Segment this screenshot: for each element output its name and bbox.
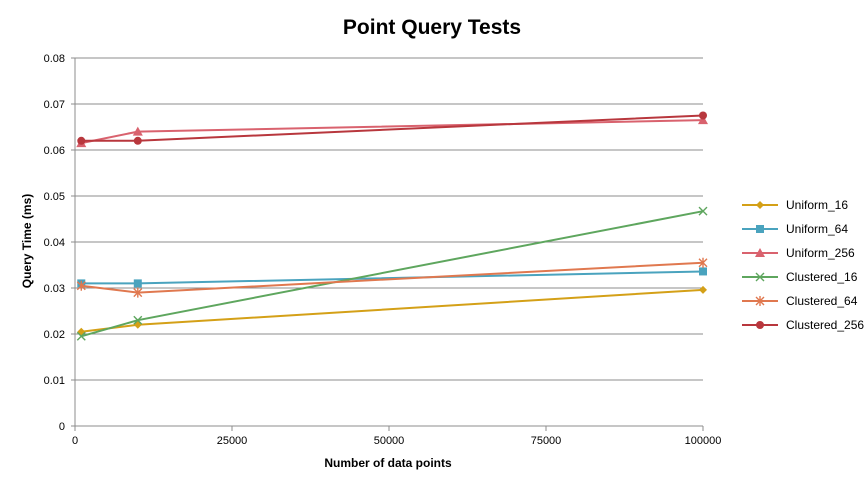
series-group — [76, 111, 708, 341]
legend-item: Uniform_16 — [742, 198, 848, 212]
y-tick-label: 0 — [59, 421, 65, 433]
legend-item: Clustered_256 — [742, 318, 864, 332]
legend-label: Clustered_64 — [786, 294, 858, 308]
legend-item: Uniform_256 — [742, 246, 855, 260]
legend-item: Clustered_16 — [742, 270, 858, 284]
y-tick-label: 0.02 — [44, 329, 65, 341]
legend-label: Uniform_16 — [786, 198, 848, 212]
data-point — [133, 287, 143, 298]
data-point — [76, 331, 86, 341]
data-point — [132, 126, 143, 136]
legend-marker — [755, 272, 765, 282]
data-point — [133, 279, 142, 288]
data-point — [698, 206, 708, 216]
data-point — [699, 111, 707, 120]
chart-title: Point Query Tests — [343, 16, 521, 39]
x-axis-label: Number of data points — [324, 456, 452, 470]
y-tick-label: 0.07 — [44, 99, 65, 111]
legend-label: Uniform_256 — [786, 246, 855, 260]
axes: 0 0.01 0.02 0.03 0.04 0.05 0.06 0.07 0.08 0 25000 5… — [44, 53, 722, 447]
series-line — [81, 270, 704, 285]
gridlines — [75, 57, 703, 381]
y-axis-label: Query Time (ms) — [20, 194, 34, 288]
legend-marker — [755, 296, 765, 306]
series-clustered-16 — [76, 206, 708, 341]
y-tick-label: 0.08 — [44, 53, 65, 65]
legend-marker — [756, 321, 764, 329]
data-point — [698, 115, 708, 125]
series-uniform-16 — [77, 285, 707, 336]
x-tick-label: 25000 — [217, 435, 248, 447]
y-tick-label: 0.06 — [44, 145, 65, 157]
y-tick-label: 0.05 — [44, 191, 65, 203]
legend-marker — [756, 225, 764, 233]
legend-label: Clustered_16 — [786, 270, 858, 284]
series-line — [81, 288, 704, 333]
legend-item: Uniform_64 — [742, 222, 848, 236]
data-point — [133, 136, 142, 145]
data-point — [133, 315, 143, 325]
x-tick-label: 75000 — [531, 435, 562, 447]
series-line — [81, 114, 704, 142]
x-tick-label: 0 — [72, 435, 78, 447]
data-point — [698, 257, 708, 268]
y-tick-label: 0.03 — [44, 283, 65, 295]
legend: Uniform_16 Uniform_64 Uniform_256 Clustered… — [742, 198, 864, 332]
series-clustered-64 — [76, 257, 708, 298]
series-clustered-256 — [77, 111, 707, 145]
legend-label: Clustered_256 — [786, 318, 864, 332]
x-tick-label: 50000 — [374, 435, 405, 447]
data-point — [699, 285, 707, 294]
x-tick-label: 100000 — [685, 435, 722, 447]
data-point — [699, 267, 707, 276]
legend-marker — [755, 248, 765, 257]
legend-item: Clustered_64 — [742, 294, 858, 308]
y-tick-label: 0.04 — [44, 237, 65, 249]
legend-label: Uniform_64 — [786, 222, 848, 236]
data-point — [76, 280, 86, 291]
legend-marker — [756, 201, 764, 209]
data-point — [77, 136, 86, 145]
y-tick-label: 0.01 — [44, 375, 65, 387]
